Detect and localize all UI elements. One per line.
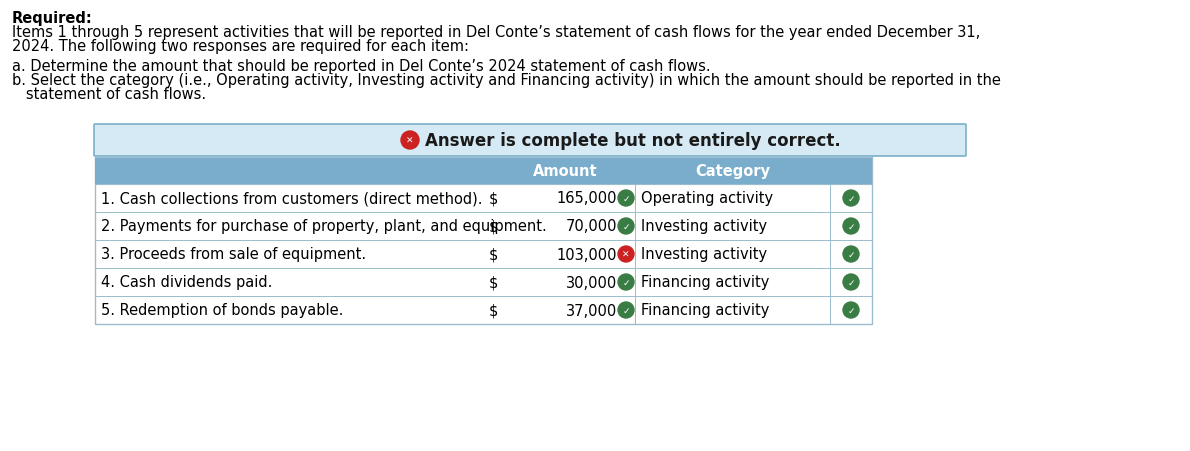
- Circle shape: [618, 219, 634, 235]
- Text: Answer is complete but not entirely correct.: Answer is complete but not entirely corr…: [425, 132, 841, 150]
- Text: Operating activity: Operating activity: [641, 191, 774, 206]
- Text: Items 1 through 5 represent activities that will be reported in Del Conte’s stat: Items 1 through 5 represent activities t…: [12, 25, 981, 40]
- Text: 2024. The following two responses are required for each item:: 2024. The following two responses are re…: [12, 39, 469, 54]
- Text: ✓: ✓: [622, 222, 630, 231]
- Text: $: $: [489, 191, 499, 206]
- Text: ✓: ✓: [847, 250, 854, 259]
- Text: ✓: ✓: [847, 222, 854, 231]
- Circle shape: [843, 302, 859, 318]
- Text: statement of cash flows.: statement of cash flows.: [12, 87, 206, 102]
- Circle shape: [843, 219, 859, 235]
- Circle shape: [618, 246, 634, 262]
- Text: Required:: Required:: [12, 11, 93, 26]
- Text: Category: Category: [695, 164, 770, 179]
- Text: Investing activity: Investing activity: [641, 219, 768, 234]
- Text: 3. Proceeds from sale of equipment.: 3. Proceeds from sale of equipment.: [101, 247, 367, 262]
- Text: 1. Cash collections from customers (direct method).: 1. Cash collections from customers (dire…: [101, 191, 482, 206]
- Text: 103,000: 103,000: [557, 247, 616, 262]
- Circle shape: [843, 274, 859, 290]
- Circle shape: [618, 302, 634, 318]
- Text: ✕: ✕: [622, 250, 630, 259]
- Text: $: $: [489, 275, 499, 290]
- Text: b. Select the category (i.e., Operating activity, Investing activity and Financi: b. Select the category (i.e., Operating …: [12, 73, 1001, 88]
- Circle shape: [618, 274, 634, 290]
- Bar: [95, 158, 872, 184]
- Text: ✓: ✓: [622, 194, 630, 203]
- Text: $: $: [489, 247, 499, 262]
- Text: Amount: Amount: [533, 164, 597, 179]
- Text: ✕: ✕: [406, 136, 414, 145]
- Text: 37,000: 37,000: [565, 303, 616, 318]
- Circle shape: [618, 191, 634, 207]
- Text: 30,000: 30,000: [565, 275, 616, 290]
- Text: ✓: ✓: [847, 194, 854, 203]
- Text: 2. Payments for purchase of property, plant, and equipment.: 2. Payments for purchase of property, pl…: [101, 219, 546, 234]
- Text: a. Determine the amount that should be reported in Del Conte’s 2024 statement of: a. Determine the amount that should be r…: [12, 59, 710, 74]
- Text: Financing activity: Financing activity: [641, 303, 770, 318]
- Circle shape: [843, 246, 859, 262]
- Text: ✓: ✓: [622, 278, 630, 287]
- Circle shape: [401, 132, 419, 150]
- Text: Investing activity: Investing activity: [641, 247, 768, 262]
- Text: 5. Redemption of bonds payable.: 5. Redemption of bonds payable.: [101, 303, 344, 318]
- Text: $: $: [489, 303, 499, 318]
- Text: ✓: ✓: [622, 306, 630, 315]
- Bar: [95, 158, 872, 324]
- Text: Financing activity: Financing activity: [641, 275, 770, 290]
- Text: 165,000: 165,000: [557, 191, 616, 206]
- Text: ✓: ✓: [847, 306, 854, 315]
- Text: ✓: ✓: [847, 278, 854, 287]
- Text: 70,000: 70,000: [565, 219, 616, 234]
- FancyBboxPatch shape: [94, 125, 966, 156]
- Text: 4. Cash dividends paid.: 4. Cash dividends paid.: [101, 275, 273, 290]
- Text: $: $: [489, 219, 499, 234]
- Circle shape: [843, 191, 859, 207]
